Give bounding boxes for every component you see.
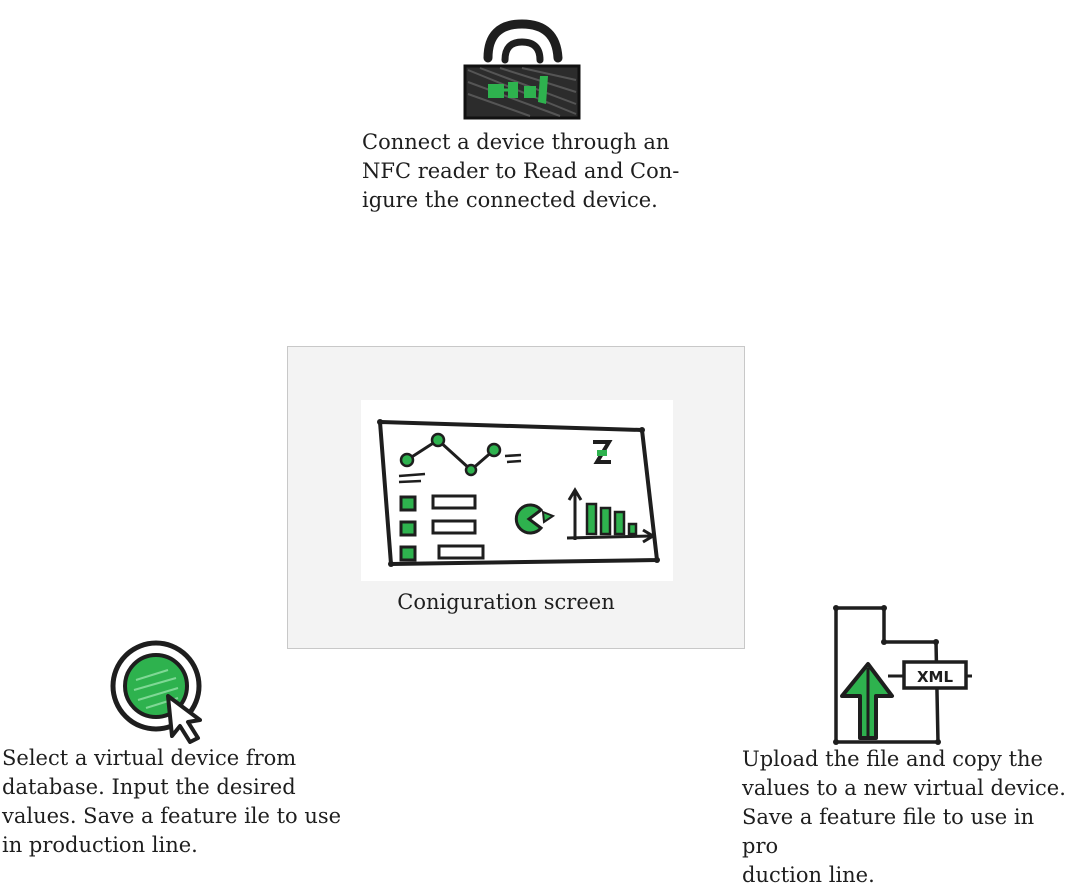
xml-file-label: XML xyxy=(917,668,953,686)
virtual-device-caption: Select a virtual device from database. I… xyxy=(2,746,342,857)
nfc-reader-icon xyxy=(460,18,584,124)
nfc-caption: Connect a device through an NFC reader t… xyxy=(362,130,680,212)
select-pointer-icon xyxy=(106,640,212,744)
upload-file-icon: XML xyxy=(828,602,972,746)
upload-caption: Upload the file and copy the values to a… xyxy=(742,747,1066,887)
configuration-screen-icon xyxy=(361,400,673,581)
workflow-diagram: { "nfc": { "icon": "nfc-reader-icon", "c… xyxy=(2,18,1066,887)
configuration-panel: Coniguration screen xyxy=(287,346,745,649)
configuration-caption: Coniguration screen xyxy=(397,590,615,614)
